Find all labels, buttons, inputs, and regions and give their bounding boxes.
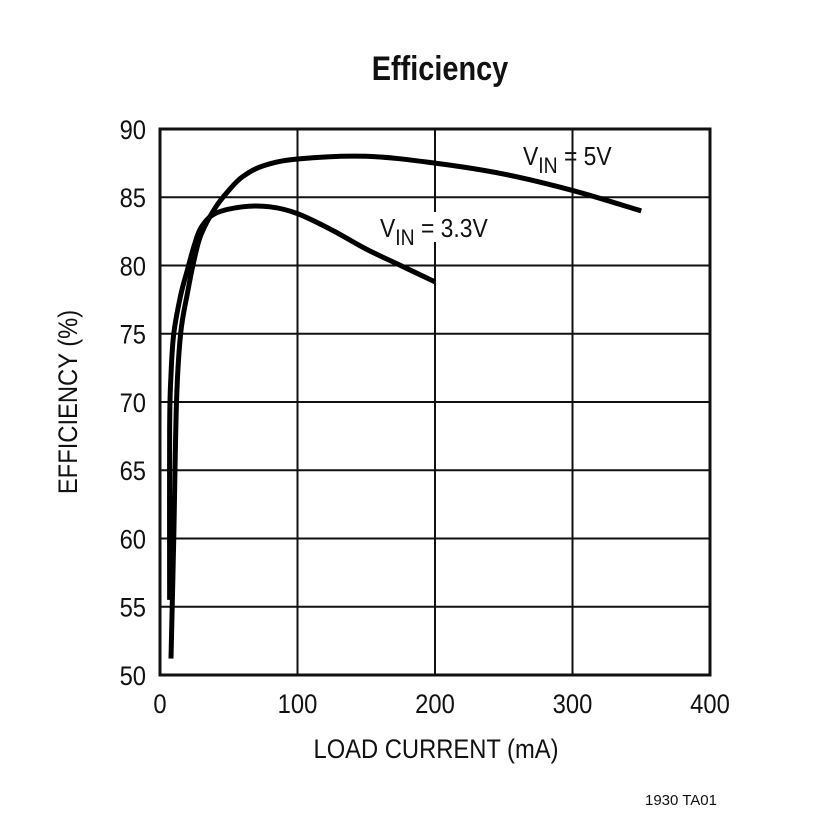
- plot-frame: [158, 127, 712, 677]
- series-line-vin-3v3: [167, 203, 437, 600]
- chart-title: Efficiency: [372, 49, 509, 88]
- y-tick-label: 80: [120, 252, 146, 282]
- label-background: [376, 212, 504, 242]
- y-tick-label: 70: [120, 389, 146, 419]
- y-tick-label: 90: [120, 116, 146, 146]
- x-tick-label: 0: [153, 690, 166, 720]
- x-tick-label: 100: [278, 690, 318, 720]
- y-tick-label: 60: [120, 525, 146, 555]
- y-tick-label: 75: [120, 320, 146, 350]
- y-tick-label: 85: [120, 184, 146, 214]
- series-label-5v: VIN = 5V: [523, 143, 612, 179]
- tick-labels: 0 100 200 300 400 50 55 60 65 70 75 80 85 90: [120, 116, 730, 720]
- y-tick-label: 55: [120, 593, 146, 623]
- y-tick-label: 50: [120, 662, 146, 692]
- x-tick-label: 400: [690, 690, 730, 720]
- y-tick-label: 65: [120, 457, 146, 487]
- y-axis-label: EFFICIENCY (%): [54, 310, 84, 494]
- series-line-vin-5v: [168, 153, 642, 659]
- x-axis-label: LOAD CURRENT (mA): [313, 735, 558, 765]
- grid: [158, 127, 712, 677]
- x-tick-label: 300: [553, 690, 593, 720]
- footnote: 1930 TA01: [645, 792, 717, 809]
- series-lines: [167, 153, 642, 659]
- series-label-3v3: VIN = 3.3V: [380, 215, 488, 251]
- x-tick-label: 200: [415, 690, 455, 720]
